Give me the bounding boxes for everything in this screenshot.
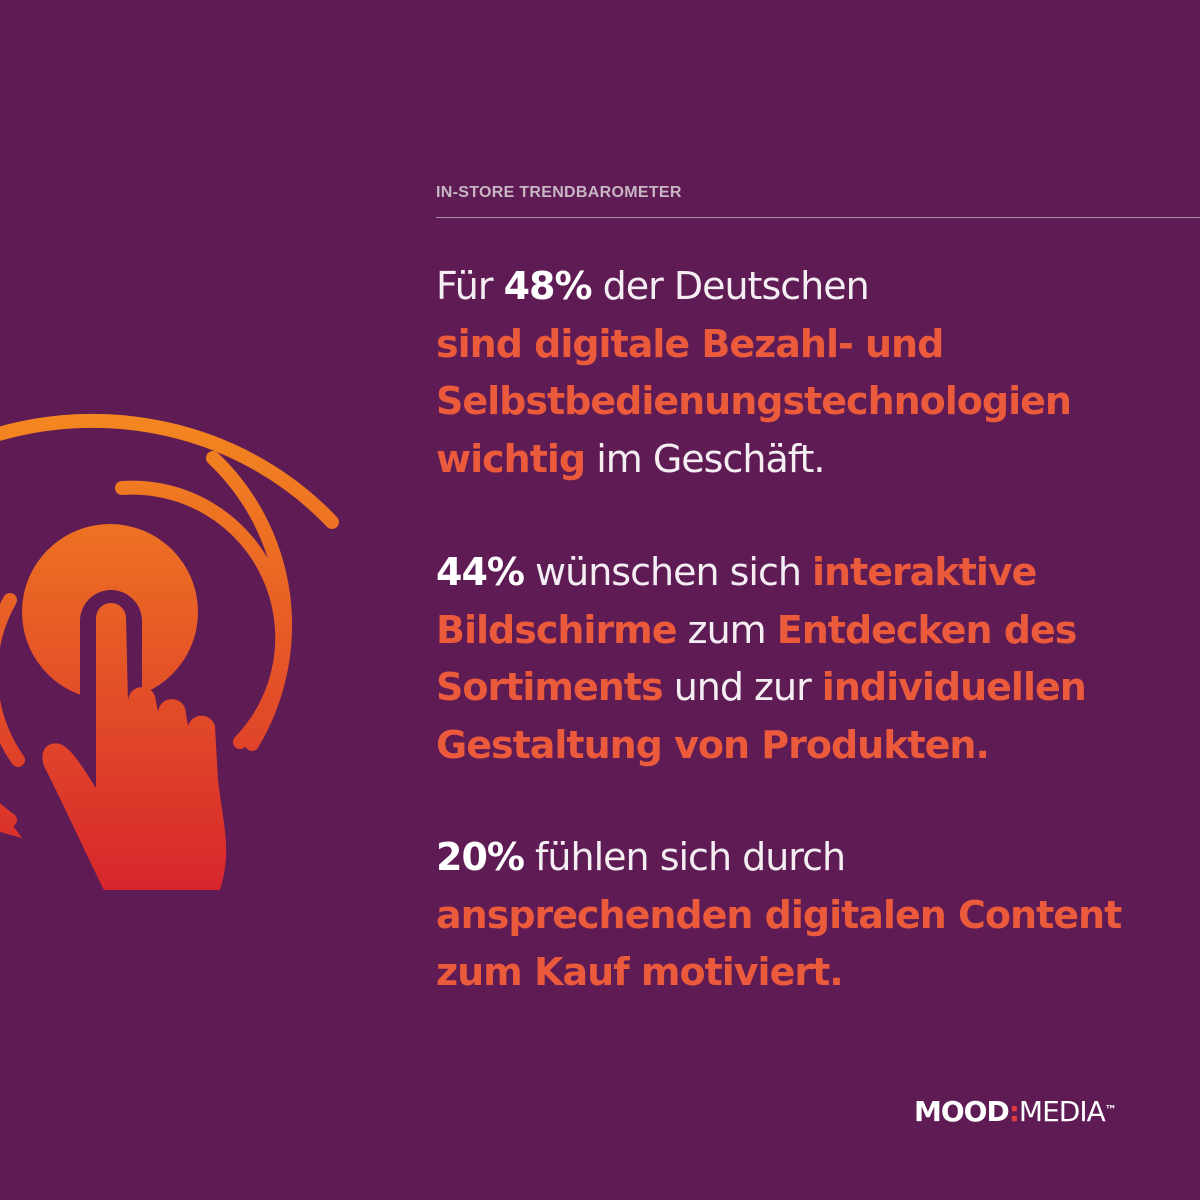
brand-trademark: ™ <box>1104 1103 1117 1117</box>
stat-figure: 20% <box>436 835 525 879</box>
section-eyebrow: IN-STORE TRENDBAROMETER <box>436 184 682 201</box>
text-line: Sortiments und zur individuellen <box>436 659 1176 717</box>
text-line: 20% fühlen sich durch <box>436 829 1176 887</box>
text-line: Bildschirme zum Entdecken des <box>436 602 1176 660</box>
text-line: 44% wünschen sich interaktive <box>436 544 1176 602</box>
text-line: sind digitale Bezahl- und <box>436 316 1176 374</box>
text-line: zum Kauf motiviert. <box>436 944 1176 1002</box>
text-line: Selbstbedienungstechnologien <box>436 373 1176 431</box>
highlight-text: wichtig <box>436 436 586 481</box>
highlight-text: ansprechenden digitalen Content <box>436 892 1122 937</box>
touch-tap-icon <box>0 413 339 890</box>
body-text: und zur <box>662 665 822 709</box>
stat-paragraph-3: 20% fühlen sich durch ansprechenden digit… <box>436 829 1176 1002</box>
highlight-text: Sortiments <box>436 665 664 709</box>
text-line: ansprechenden digitalen Content <box>436 887 1176 945</box>
brand-media: MEDIA <box>1018 1095 1106 1128</box>
highlight-text: zum Kauf motiviert. <box>436 950 844 994</box>
brand-colon: : <box>1008 1095 1020 1128</box>
eyebrow-divider <box>436 217 1200 218</box>
highlight-text: Bildschirme <box>436 607 678 652</box>
text-line: wichtig im Geschäft. <box>436 431 1176 489</box>
body-text: wünschen sich <box>523 550 813 594</box>
highlight-text: interaktive <box>812 550 1037 594</box>
body-text: zum <box>676 607 777 652</box>
highlight-text: individuellen <box>821 665 1087 709</box>
stat-paragraph-2: 44% wünschen sich interaktive Bildschirme… <box>436 544 1176 774</box>
text-line: Gestaltung von Produkten. <box>436 717 1176 775</box>
stat-figure: 48% <box>503 264 593 308</box>
stat-paragraph-1: Für 48% der Deutschen sind digitale Bezah… <box>436 258 1176 488</box>
body-text: Für <box>436 264 504 308</box>
highlight-text: Gestaltung von Produkten. <box>436 722 990 767</box>
highlight-text: Selbstbedienungstechnologien <box>436 379 1072 423</box>
highlight-text: Entdecken des <box>776 607 1078 652</box>
brand-mood: MOOD <box>914 1095 1010 1128</box>
brand-logo: MOOD:MEDIA™ <box>914 1094 1117 1130</box>
body-text: fühlen sich durch <box>523 835 846 879</box>
text-line: Für 48% der Deutschen <box>436 258 1176 316</box>
highlight-text: sind digitale Bezahl- und <box>436 321 944 366</box>
body-text: im Geschäft. <box>585 436 825 481</box>
stat-figure: 44% <box>436 550 525 594</box>
body-text: der Deutschen <box>591 264 870 308</box>
